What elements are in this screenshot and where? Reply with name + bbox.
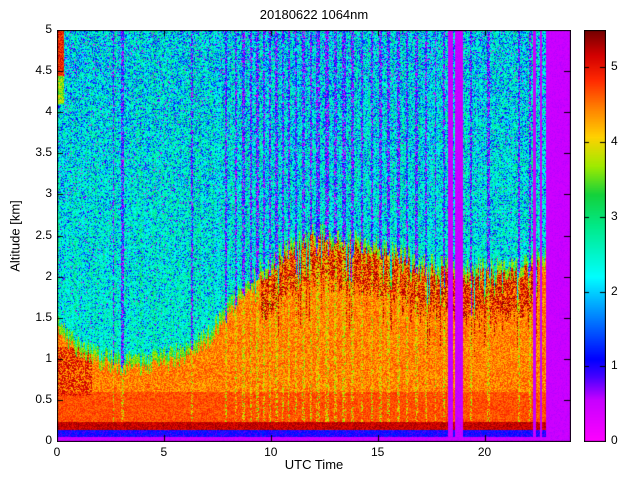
heatmap-canvas — [57, 30, 571, 442]
y-tick-label: 1 — [45, 350, 52, 365]
chart-title: 20180622 1064nm — [259, 7, 369, 22]
y-tick-label: 2 — [45, 268, 52, 283]
y-tick-label: 3 — [45, 186, 52, 201]
x-tick-label: 0 — [53, 445, 61, 459]
y-tick-label: 3.5 — [35, 145, 52, 160]
colorbar-tick-label: 1 — [611, 358, 618, 373]
colorbar-tick-label: 2 — [611, 283, 618, 298]
y-tick-label: 5 — [45, 22, 52, 36]
x-axis-label: UTC Time — [284, 457, 344, 472]
x-tick-label: 15 — [370, 445, 385, 459]
y-tick-label: 0.5 — [35, 391, 52, 406]
x-tick-label: 20 — [477, 445, 492, 459]
colorbar-tick-label: 3 — [611, 208, 618, 223]
colorbar-tick-label: 0 — [611, 433, 618, 447]
y-tick-label: 1.5 — [35, 309, 52, 324]
y-tick-label: 0 — [45, 433, 52, 447]
colorbar-tick-label: 5 — [611, 59, 618, 74]
colorbar-canvas — [584, 30, 606, 442]
colorbar-tick-label: 4 — [611, 134, 618, 149]
x-tick-label: 5 — [160, 445, 168, 459]
y-tick-label: 4.5 — [35, 63, 52, 78]
x-tick-label: 10 — [264, 445, 278, 459]
y-tick-label: 4 — [45, 104, 52, 119]
y-tick-label: 2.5 — [35, 227, 52, 242]
